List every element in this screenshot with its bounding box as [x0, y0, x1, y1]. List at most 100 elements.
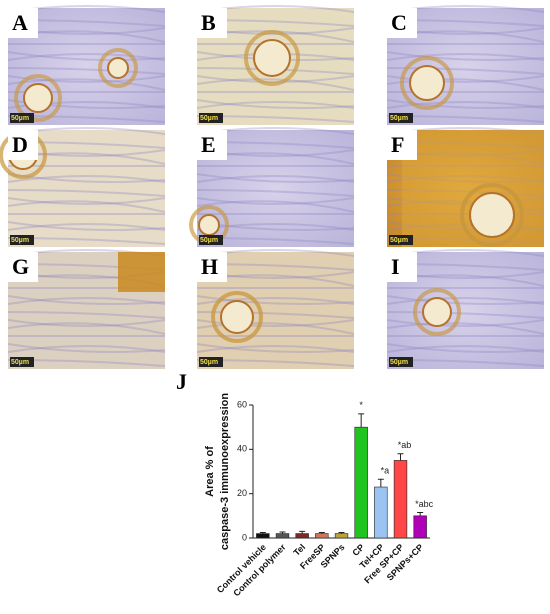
error-bar: [417, 512, 424, 516]
bar: [315, 533, 329, 539]
tissue-fiber: [196, 189, 355, 197]
y-axis-title: caspase-3 immunoexpression: [219, 393, 231, 550]
oocyte: [107, 57, 129, 79]
panel-label: G: [12, 254, 29, 279]
significance-label: *: [359, 400, 363, 410]
tissue-fiber: [7, 311, 166, 319]
scale-label: 50µm: [11, 359, 29, 366]
oocyte: [198, 214, 220, 236]
tissue-fiber: [7, 295, 166, 305]
scale-box: [199, 235, 223, 245]
panel-label: A: [12, 10, 28, 35]
tissue-fiber: [7, 221, 166, 231]
tissue-fiber: [7, 319, 166, 327]
tissue-fiber: [7, 297, 166, 305]
tissue-fiber: [196, 345, 355, 353]
bar: [334, 533, 349, 539]
tissue-fiber: [7, 322, 166, 335]
tissue-fiber: [386, 297, 545, 305]
x-tick-label: Tel: [291, 542, 307, 558]
y-tick-label: 60: [237, 399, 247, 409]
label-box: [8, 130, 38, 160]
tissue-fiber: [386, 75, 545, 83]
y-axis-title: Area % of: [204, 446, 216, 497]
follicle: [413, 288, 461, 336]
scale-label: 50µm: [200, 359, 218, 366]
label-box: [387, 252, 417, 282]
tissue-fiber: [196, 295, 355, 305]
follicle: [244, 30, 300, 86]
tissue-fiber: [386, 343, 545, 353]
tissue-fiber: [386, 99, 545, 109]
label-box: [8, 8, 38, 38]
error-bar: [279, 531, 286, 534]
tissue-fiber: [196, 197, 355, 205]
bar: [413, 515, 427, 539]
follicle: [211, 291, 263, 343]
tissue-fiber: [7, 67, 166, 75]
bar: [354, 426, 368, 539]
micrograph: H 50µm: [196, 249, 355, 369]
bar: [275, 533, 290, 539]
tissue-fiber: [196, 175, 355, 183]
tissue-fiber: [7, 175, 166, 183]
micrograph: G 50µm: [7, 249, 166, 369]
scale-box: [389, 235, 413, 245]
y-tick-label: 20: [237, 488, 247, 498]
label-box: [197, 130, 227, 160]
stain-area: [118, 252, 165, 292]
micrograph: D 50µm: [0, 127, 166, 247]
follicle: [14, 74, 62, 122]
panel-label: C: [391, 10, 407, 35]
scale-box: [10, 113, 34, 123]
micrograph: C 50µm: [386, 5, 545, 125]
scale-label: 50µm: [200, 115, 218, 122]
micrograph: I 50µm: [386, 249, 545, 369]
panel-label: H: [201, 254, 218, 279]
scale-label: 50µm: [11, 115, 29, 122]
tissue-fiber: [386, 295, 545, 305]
panel-label: D: [12, 132, 28, 157]
significance-label: *abc: [415, 499, 434, 509]
scale-label: 50µm: [390, 359, 408, 366]
micrograph: E 50µm: [189, 127, 355, 247]
tissue-fiber: [7, 51, 166, 61]
stain-area: [402, 130, 544, 247]
tissue-fiber: [7, 197, 166, 205]
scale-label: 50µm: [390, 115, 408, 122]
tissue-fiber: [196, 101, 355, 109]
error-bar: [318, 531, 325, 534]
oocyte: [23, 83, 53, 113]
tissue-fiber: [386, 53, 545, 61]
tissue-fiber: [196, 99, 355, 109]
label-box: [387, 130, 417, 160]
scale-box: [10, 235, 34, 245]
scale-label: 50µm: [200, 237, 218, 244]
tissue-fiber: [196, 173, 355, 183]
micrograph: B 50µm: [196, 5, 355, 125]
oocyte: [422, 297, 452, 327]
panel-label: F: [391, 132, 404, 157]
significance-label: *ab: [398, 440, 412, 450]
y-tick-label: 0: [242, 532, 247, 542]
tissue-fiber: [386, 51, 545, 61]
oocyte: [253, 39, 291, 77]
tissue-fiber: [7, 343, 166, 353]
micrograph: A 50µm: [7, 5, 166, 125]
scale-label: 50µm: [11, 237, 29, 244]
tissue-fiber: [7, 53, 166, 61]
tissue-fiber: [196, 297, 355, 305]
error-bar: [259, 531, 266, 534]
tissue-fiber: [386, 319, 545, 327]
bar: [374, 486, 388, 539]
oocyte: [469, 192, 515, 238]
tissue-fiber: [7, 345, 166, 353]
scale-box: [199, 113, 223, 123]
oocyte: [220, 300, 254, 334]
tissue-fiber: [386, 311, 545, 319]
panel-label: E: [201, 132, 216, 157]
y-tick-label: 40: [237, 444, 247, 454]
scale-box: [389, 357, 413, 367]
error-bar: [377, 478, 384, 488]
